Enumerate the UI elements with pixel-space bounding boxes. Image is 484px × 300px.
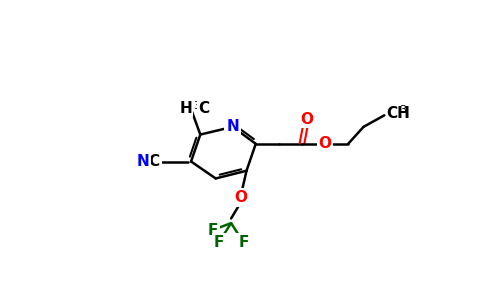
Text: C: C	[149, 154, 160, 169]
Text: F: F	[213, 235, 224, 250]
Text: O: O	[318, 136, 332, 151]
Text: 3: 3	[194, 101, 200, 112]
Text: C: C	[198, 101, 209, 116]
Text: 3: 3	[399, 105, 406, 115]
Text: F: F	[208, 223, 218, 238]
Text: O: O	[234, 190, 247, 205]
Text: H: H	[180, 101, 193, 116]
Text: N: N	[227, 119, 239, 134]
Text: CH: CH	[387, 106, 410, 121]
Text: O: O	[300, 112, 313, 127]
Text: N: N	[136, 154, 149, 169]
Text: F: F	[238, 235, 249, 250]
